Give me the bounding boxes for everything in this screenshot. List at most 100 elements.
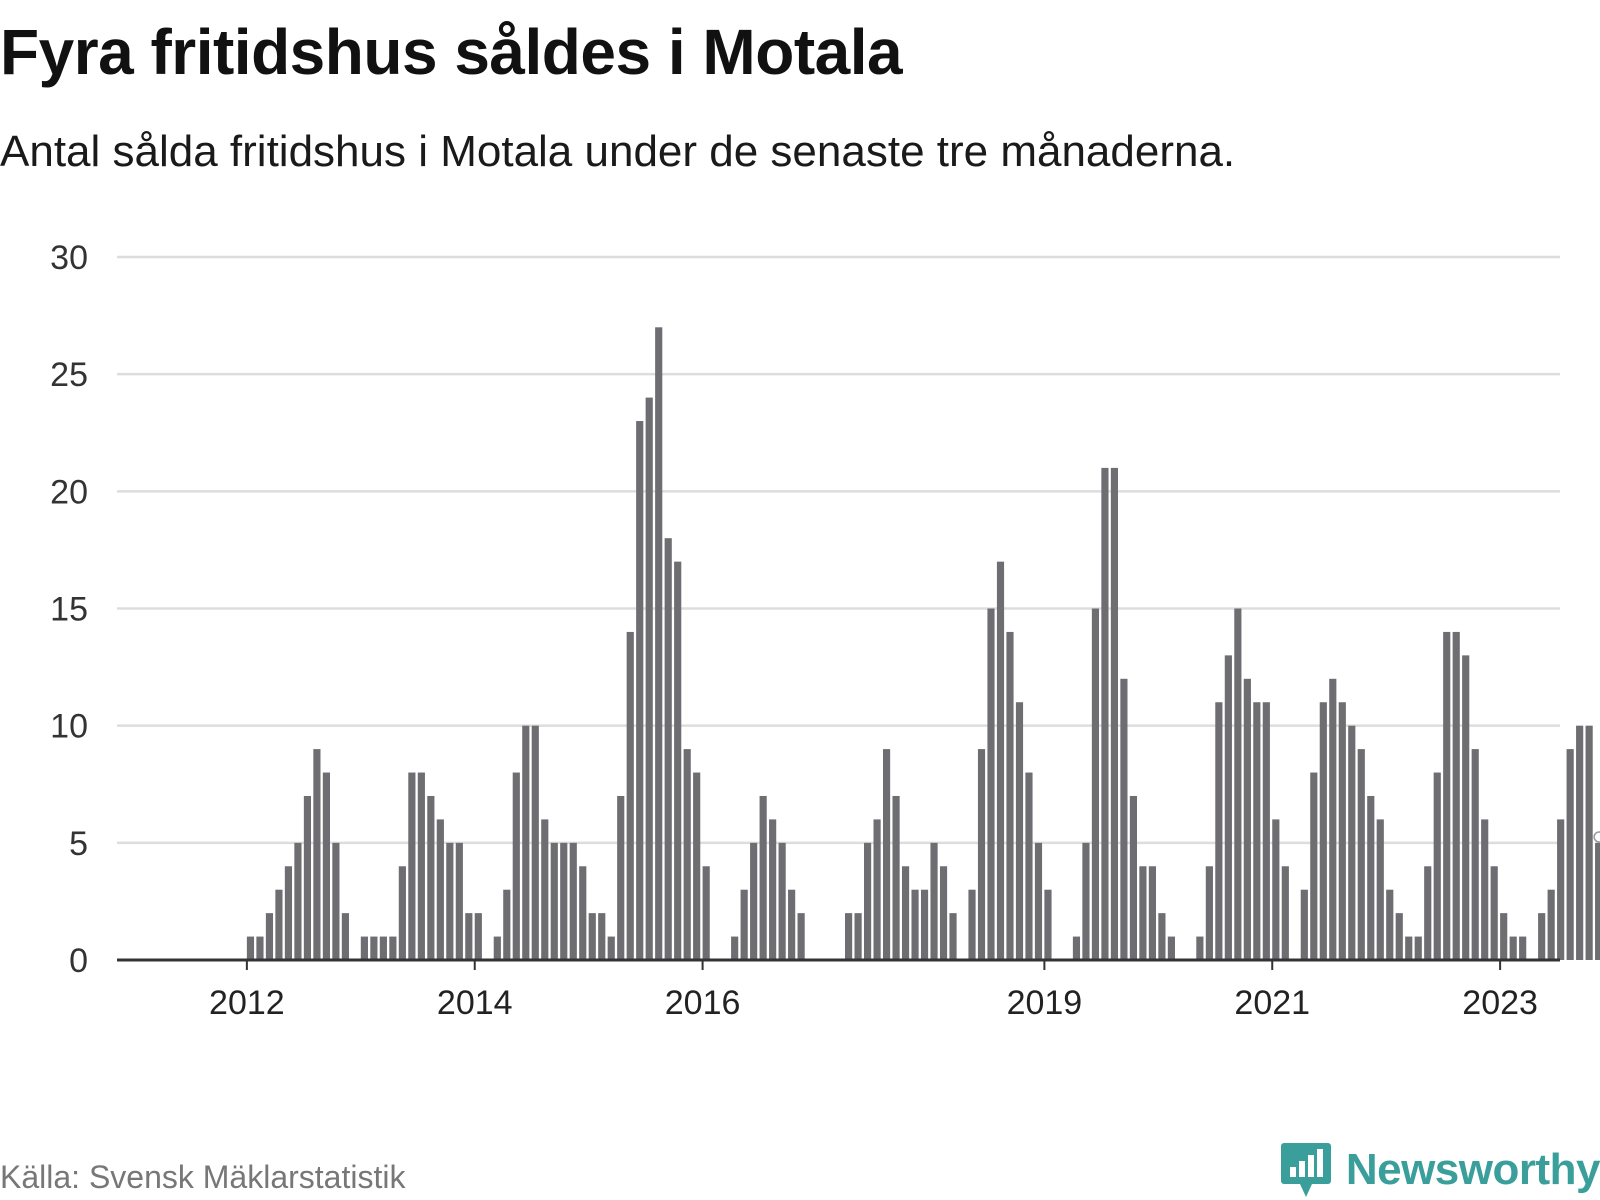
bar [1452, 631, 1460, 960]
bar [788, 889, 796, 960]
bar [797, 913, 805, 960]
bar [1025, 772, 1033, 960]
x-tick-label: 2016 [665, 984, 741, 1022]
annotations: 4 [1593, 831, 1600, 843]
bar [1500, 913, 1508, 960]
bar [588, 913, 596, 960]
bar [313, 749, 321, 960]
bar [1395, 913, 1403, 960]
bar [607, 936, 615, 960]
bar [332, 842, 340, 960]
y-tick-label: 15 [50, 591, 88, 629]
bar [1367, 795, 1375, 960]
y-tick-label: 20 [50, 473, 88, 511]
newsworthy-brand[interactable]: Newsworthy [1280, 1142, 1600, 1198]
bar [863, 842, 872, 960]
y-axis-ticks: 0 5 10 15 20 25 30 [50, 239, 88, 980]
bar [882, 749, 891, 960]
bar-chart: 0 5 10 15 20 25 30 2012 2014 2016 2019 2021 2023 4 [50, 239, 1600, 1022]
bar [892, 795, 900, 960]
bar [1338, 702, 1346, 960]
y-tick-label: 5 [69, 825, 88, 863]
bar [617, 795, 625, 960]
y-tick-label: 30 [50, 239, 88, 277]
bar [1120, 678, 1128, 960]
bar [901, 866, 910, 960]
bar [427, 795, 435, 960]
bar [560, 842, 568, 960]
bar [939, 866, 948, 960]
bar [493, 936, 501, 960]
bar [1310, 772, 1318, 960]
bar [1538, 913, 1546, 960]
x-axis-ticks: 2012 2014 2016 2019 2021 2023 [209, 960, 1538, 1022]
source-note: Källa: Svensk Mäklarstatistik [0, 1159, 406, 1195]
bar [1129, 795, 1138, 960]
bar [1253, 702, 1261, 960]
bar [256, 936, 264, 960]
bar [1101, 467, 1109, 960]
bar [1490, 866, 1498, 960]
bar [1357, 749, 1365, 960]
newsworthy-logo-icon [1280, 1143, 1331, 1197]
bar [920, 889, 929, 960]
bar [977, 749, 986, 960]
bar [645, 397, 653, 961]
bar [854, 913, 862, 960]
bar [845, 913, 853, 960]
bar [531, 725, 539, 960]
bar [246, 936, 255, 960]
bar [1243, 678, 1251, 960]
bar [360, 936, 368, 960]
bar [1272, 819, 1280, 960]
bar [465, 913, 473, 960]
bar [693, 772, 701, 960]
bar [949, 913, 957, 960]
bar [522, 725, 530, 960]
bar [1044, 889, 1052, 960]
bar [569, 842, 577, 960]
bar [1329, 678, 1337, 960]
bar [1481, 819, 1489, 960]
bar [550, 842, 558, 960]
bar [731, 936, 739, 960]
bar [1471, 749, 1479, 960]
chart-subtitle: Antal sålda fritidshus i Motala under de… [0, 127, 1236, 176]
bar [408, 772, 416, 960]
bar [1376, 819, 1384, 960]
x-tick-label: 2023 [1462, 984, 1538, 1022]
bar [702, 866, 710, 960]
bar [911, 889, 919, 960]
bar [1462, 655, 1470, 960]
bar [1015, 702, 1024, 960]
bar [398, 866, 406, 960]
bar [1082, 842, 1090, 960]
bar [512, 772, 520, 960]
bar [664, 538, 672, 960]
bar [1205, 866, 1213, 960]
bar [1234, 608, 1242, 960]
bar [1443, 631, 1451, 960]
y-tick-label: 0 [69, 942, 88, 980]
bar [303, 795, 312, 960]
bar [503, 889, 511, 960]
bar [1585, 725, 1593, 960]
bar [1348, 725, 1356, 960]
bar [417, 772, 425, 960]
bar [655, 327, 663, 960]
bar [968, 889, 976, 960]
bar [265, 913, 274, 960]
x-tick-label: 2019 [1007, 984, 1083, 1022]
bar [1576, 725, 1584, 960]
bar [1414, 936, 1422, 960]
bar [1405, 936, 1413, 960]
bar [436, 819, 444, 960]
bar [626, 631, 634, 960]
bar [1519, 936, 1527, 960]
bar [996, 561, 1005, 960]
bar [1557, 819, 1565, 960]
bar [759, 795, 767, 960]
bar [474, 913, 482, 960]
bar [1319, 702, 1327, 960]
bar [1215, 702, 1223, 960]
